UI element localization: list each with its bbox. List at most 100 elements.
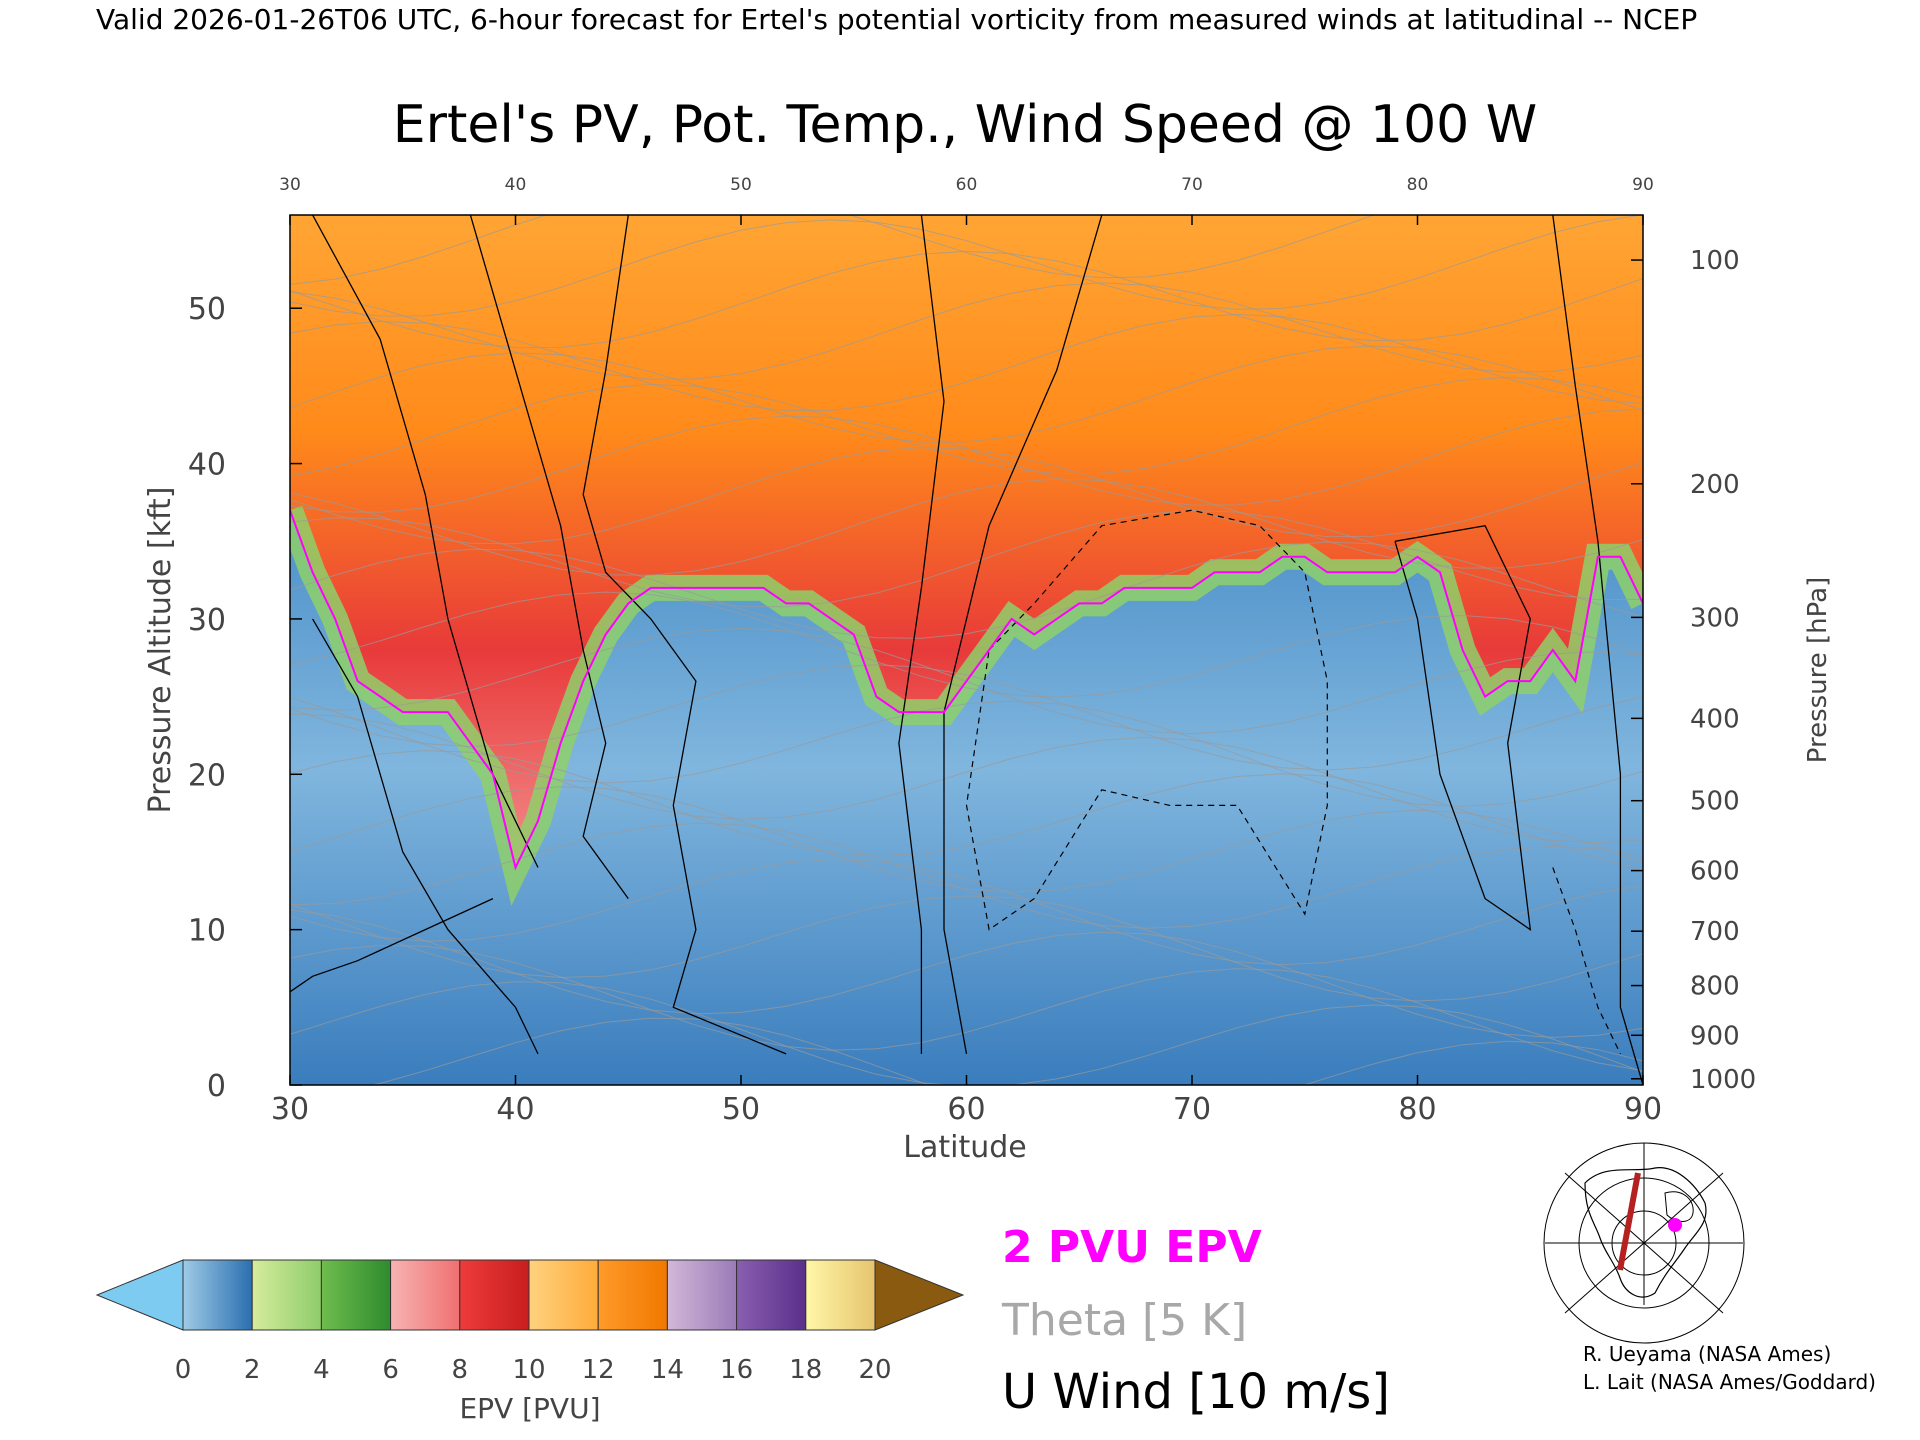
theta-contour bbox=[290, 749, 1643, 871]
colorbar-under-arrow bbox=[95, 1259, 184, 1331]
x-tick-label-top: 40 bbox=[505, 175, 527, 195]
theta-contour bbox=[290, 376, 1643, 477]
map-inset bbox=[1543, 1142, 1745, 1344]
theta-contour bbox=[290, 282, 1643, 380]
theta-contour bbox=[290, 981, 1643, 1085]
colorbar-bin bbox=[736, 1259, 807, 1331]
x-tick-label-top: 50 bbox=[730, 175, 752, 195]
north-america-outline bbox=[1584, 1167, 1707, 1298]
pressure-tick-label: 100 bbox=[1690, 246, 1740, 276]
overlay-legend-item: U Wind [10 m/s] bbox=[1002, 1364, 1390, 1420]
colorbar-tick-label: 12 bbox=[582, 1355, 615, 1385]
valid-time-header: Valid 2026-01-26T06 UTC, 6-hour forecast… bbox=[96, 3, 1697, 36]
theta-contour bbox=[290, 478, 1643, 576]
chart-title: Ertel's PV, Pot. Temp., Wind Speed @ 100… bbox=[393, 95, 1537, 155]
x-tick-label-top: 70 bbox=[1181, 175, 1203, 195]
theta-contour bbox=[290, 541, 1643, 639]
y-tick-label: 50 bbox=[188, 292, 226, 327]
x-tick-label: 50 bbox=[722, 1092, 760, 1127]
y-tick-label: 0 bbox=[207, 1069, 226, 1104]
troposphere-fill bbox=[290, 510, 1643, 1085]
y-tick-label: 10 bbox=[188, 914, 226, 949]
theta-contour bbox=[290, 408, 1643, 513]
wind-contour bbox=[582, 215, 787, 1055]
theta-contour bbox=[290, 858, 1643, 966]
wind-contour bbox=[312, 618, 539, 1055]
theta-contour bbox=[290, 895, 1643, 1002]
colorbar-tick-label: 0 bbox=[175, 1355, 192, 1385]
wind-contour-negative bbox=[1552, 867, 1621, 1055]
wind-contour bbox=[312, 215, 539, 868]
theta-contour bbox=[290, 313, 1643, 412]
x-tick-label-top: 90 bbox=[1632, 175, 1654, 195]
colorbar-bin bbox=[320, 1259, 392, 1331]
wind-contour bbox=[469, 215, 629, 899]
pressure-tick-label: 500 bbox=[1690, 787, 1740, 817]
pressure-tick-label: 900 bbox=[1690, 1021, 1740, 1051]
wind-contour-negative bbox=[965, 509, 1328, 931]
two-pvu-contour bbox=[290, 509, 1643, 871]
credit-line-1: R. Ueyama (NASA Ames) bbox=[1583, 1342, 1832, 1366]
colorbar-bin bbox=[597, 1259, 668, 1331]
colorbar-tick-label: 8 bbox=[452, 1355, 469, 1385]
colorbar-bin bbox=[251, 1259, 322, 1331]
overlay-legend-item: Theta [5 K] bbox=[1001, 1295, 1247, 1346]
theta-contour bbox=[370, 1017, 1643, 1085]
pressure-tick-label: 300 bbox=[1690, 603, 1740, 633]
theta-contour bbox=[290, 215, 1643, 317]
pressure-tick-label: 200 bbox=[1690, 470, 1740, 500]
x-tick-label-top: 30 bbox=[279, 175, 301, 195]
colorbar-tick-label: 4 bbox=[313, 1355, 330, 1385]
wind-contour bbox=[1394, 524, 1532, 931]
y-tick-label: 30 bbox=[188, 603, 226, 638]
x-tick-label: 30 bbox=[271, 1092, 309, 1127]
overlay-legend-item: 2 PVU EPV bbox=[1002, 1222, 1262, 1273]
theta-contour bbox=[290, 345, 1643, 443]
colorbar-over-arrow bbox=[874, 1259, 965, 1331]
theta-contour bbox=[290, 446, 1643, 545]
colorbar-tick-label: 20 bbox=[858, 1355, 891, 1385]
colorbar-tick-label: 2 bbox=[244, 1355, 261, 1385]
colorbar-bin bbox=[390, 1259, 461, 1331]
colorbar-tick-label: 10 bbox=[512, 1355, 545, 1385]
x-tick-label: 90 bbox=[1624, 1092, 1662, 1127]
theta-contour bbox=[290, 696, 1643, 807]
colorbar: 0 2 4 6 8 10 12 14 16 18 20 bbox=[95, 1259, 965, 1385]
credit-line-2: L. Lait (NASA Ames/Goddard) bbox=[1583, 1370, 1876, 1394]
colorbar-bin bbox=[528, 1259, 599, 1331]
colorbar-tick-label: 16 bbox=[720, 1355, 753, 1385]
wind-contour bbox=[1552, 215, 1643, 1085]
location-marker bbox=[1668, 1218, 1682, 1232]
pressure-tick-label: 1000 bbox=[1690, 1065, 1756, 1095]
colorbar-bin bbox=[666, 1259, 738, 1331]
theta-contour bbox=[290, 250, 1643, 349]
y-tick-label: 40 bbox=[188, 448, 226, 483]
wind-contour bbox=[898, 215, 945, 1054]
plot-area bbox=[290, 215, 1643, 1085]
pressure-tick-label: 800 bbox=[1690, 972, 1740, 1002]
pressure-tick-label: 600 bbox=[1690, 857, 1740, 887]
x-tick-label-top: 60 bbox=[956, 175, 978, 195]
x-tick-label: 80 bbox=[1398, 1092, 1436, 1127]
wind-contour bbox=[290, 898, 494, 993]
x-tick-label-top: 80 bbox=[1407, 175, 1429, 195]
colorbar-tick-label: 18 bbox=[789, 1355, 822, 1385]
theta-contour bbox=[290, 664, 1643, 771]
x-tick-label: 70 bbox=[1173, 1092, 1211, 1127]
wind-contour bbox=[943, 215, 1103, 1055]
pressure-tick-label: 400 bbox=[1690, 704, 1740, 734]
colorbar-tick-label: 6 bbox=[382, 1355, 399, 1385]
axes: 3030404050506060707080809090010203040501… bbox=[188, 175, 1756, 1127]
theta-contour bbox=[290, 786, 1643, 893]
x-tick-label: 40 bbox=[496, 1092, 534, 1127]
overlay-legend: 2 PVU EPV Theta [5 K] U Wind [10 m/s] bbox=[1001, 1222, 1390, 1420]
x-tick-label: 60 bbox=[947, 1092, 985, 1127]
colorbar-bin bbox=[182, 1259, 253, 1331]
pressure-tick-label: 700 bbox=[1690, 917, 1740, 947]
x-axis-label: Latitude bbox=[903, 1130, 1026, 1165]
theta-contour bbox=[290, 822, 1643, 929]
colorbar-title: EPV [PVU] bbox=[459, 1392, 600, 1425]
credits: R. Ueyama (NASA Ames) L. Lait (NASA Ames… bbox=[1583, 1340, 1876, 1396]
